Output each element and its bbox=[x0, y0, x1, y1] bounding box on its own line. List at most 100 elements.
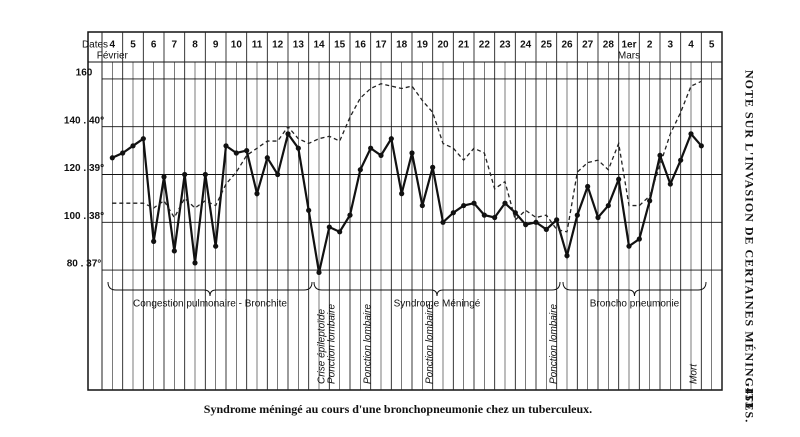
month-label: Février bbox=[97, 51, 129, 62]
point bbox=[698, 143, 704, 149]
point bbox=[481, 212, 487, 218]
y-tick-label: 160 bbox=[76, 68, 93, 79]
point bbox=[306, 207, 312, 213]
point bbox=[378, 152, 384, 158]
point bbox=[523, 222, 529, 228]
point bbox=[233, 150, 239, 156]
phase-brace bbox=[107, 281, 313, 297]
x-tick-label: 5 bbox=[709, 40, 715, 51]
running-head: NOTE SUR L'INVASION DE CERTAINES MÉNINGI… bbox=[742, 70, 756, 423]
x-tick-label: 16 bbox=[355, 40, 367, 51]
point bbox=[254, 191, 260, 197]
point bbox=[368, 145, 374, 151]
point bbox=[688, 131, 694, 137]
point bbox=[244, 148, 250, 154]
point bbox=[626, 243, 632, 249]
annotation: Ponction lombaire bbox=[327, 304, 338, 384]
x-axis-label: Dates bbox=[82, 40, 108, 51]
x-tick-label: 23 bbox=[499, 40, 511, 51]
point bbox=[450, 210, 456, 216]
series-line bbox=[111, 131, 703, 273]
x-tick-label: 18 bbox=[396, 40, 408, 51]
x-tick-label: 4 bbox=[688, 40, 694, 51]
point bbox=[419, 202, 425, 209]
x-tick-label: 22 bbox=[479, 40, 491, 51]
point bbox=[295, 145, 301, 151]
point bbox=[223, 143, 229, 149]
point bbox=[264, 155, 270, 161]
phase-label: Syndrome Méningé bbox=[394, 299, 481, 310]
point bbox=[636, 236, 642, 242]
point bbox=[182, 171, 188, 178]
x-tick-label: 2 bbox=[647, 40, 653, 51]
x-tick-label: 5 bbox=[130, 40, 136, 51]
point bbox=[337, 229, 343, 235]
annotation: Ponction lombaire bbox=[425, 304, 436, 384]
caption: Syndrome méningé au cours d'une bronchop… bbox=[204, 402, 592, 416]
x-tick-label: 6 bbox=[151, 40, 157, 51]
x-tick-label: 27 bbox=[582, 40, 594, 51]
point bbox=[347, 212, 353, 218]
x-tick-label: 15 bbox=[334, 40, 346, 51]
phase-brace bbox=[562, 281, 707, 297]
point bbox=[492, 214, 498, 221]
point bbox=[605, 202, 611, 209]
y-tick-label: 120 . 39° bbox=[64, 163, 104, 174]
point bbox=[151, 238, 157, 244]
point bbox=[430, 164, 436, 170]
point bbox=[192, 260, 198, 266]
point bbox=[533, 219, 539, 225]
x-tick-label: 7 bbox=[172, 40, 178, 51]
point bbox=[357, 167, 363, 173]
point bbox=[502, 200, 508, 206]
x-tick-label: 8 bbox=[192, 40, 198, 51]
chart-frame bbox=[87, 31, 723, 391]
point bbox=[678, 157, 684, 163]
point bbox=[409, 150, 415, 156]
y-tick-label: 140 . 40° bbox=[64, 115, 104, 126]
point bbox=[667, 181, 673, 187]
point bbox=[564, 253, 570, 259]
point bbox=[574, 212, 580, 218]
annotation: Mort bbox=[689, 363, 700, 384]
x-tick-label: 19 bbox=[417, 40, 429, 51]
x-tick-label: 17 bbox=[375, 40, 387, 51]
x-tick-label: 28 bbox=[603, 40, 615, 51]
point bbox=[109, 155, 115, 161]
point bbox=[202, 171, 208, 178]
x-tick-label: 1er bbox=[621, 40, 636, 51]
x-tick-label: 14 bbox=[313, 40, 325, 51]
phase-label: Congestion pulmonaire - Bronchite bbox=[133, 299, 287, 310]
point bbox=[285, 131, 291, 137]
point bbox=[399, 191, 405, 197]
point bbox=[130, 143, 136, 149]
x-tick-label: 20 bbox=[437, 40, 449, 51]
point bbox=[543, 226, 549, 233]
x-tick-label: 4 bbox=[110, 40, 116, 51]
point bbox=[616, 176, 622, 182]
point bbox=[213, 243, 219, 249]
x-tick-label: 11 bbox=[252, 40, 263, 51]
x-tick-label: 26 bbox=[561, 40, 573, 51]
series-line bbox=[112, 80, 702, 233]
phase-label: Broncho pneumonie bbox=[590, 299, 680, 310]
annotation: Crise épileptoïde bbox=[317, 309, 328, 384]
point bbox=[388, 136, 394, 142]
point bbox=[316, 269, 322, 276]
x-tick-label: 21 bbox=[458, 40, 470, 51]
point bbox=[120, 150, 126, 156]
point bbox=[440, 219, 446, 225]
y-tick-label: 100 . 38° bbox=[64, 211, 104, 222]
x-tick-label: 12 bbox=[272, 40, 284, 51]
x-tick-label: 25 bbox=[541, 40, 553, 51]
point bbox=[161, 174, 167, 180]
phase-brace bbox=[313, 281, 561, 297]
annotation: Ponction lombaire bbox=[363, 304, 374, 384]
point bbox=[140, 136, 146, 142]
point bbox=[585, 183, 591, 190]
annotation: Ponction lombaire bbox=[549, 304, 560, 384]
point bbox=[647, 198, 653, 204]
page-number: 453 bbox=[742, 388, 756, 409]
point bbox=[275, 171, 281, 178]
point bbox=[461, 202, 467, 209]
